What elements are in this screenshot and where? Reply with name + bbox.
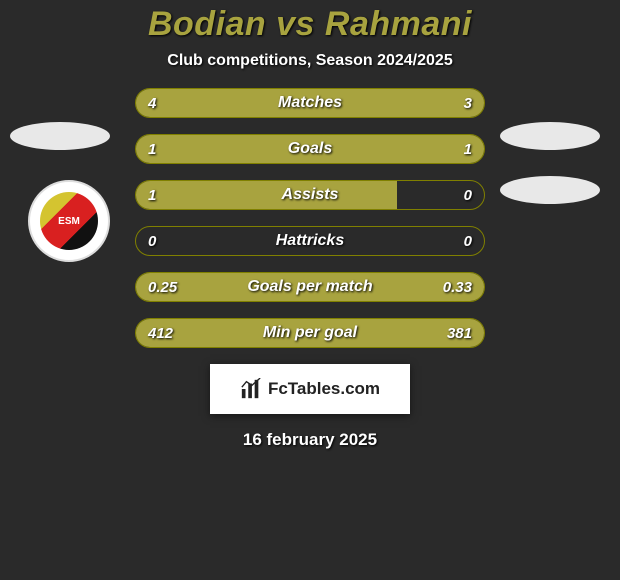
stat-bars-area: 43Matches 11Goals 10Assists 00Hattricks 0.25… [0, 88, 620, 348]
chart-icon [240, 378, 262, 400]
stat-label: Hattricks [136, 227, 484, 255]
stat-label: Goals [136, 135, 484, 163]
footer-brand-box[interactable]: FcTables.com [210, 364, 410, 414]
stat-bar: 00Hattricks [135, 226, 485, 256]
footer-brand-text: FcTables.com [268, 379, 380, 399]
stat-label: Goals per match [136, 273, 484, 301]
stat-label: Matches [136, 89, 484, 117]
stat-label: Min per goal [136, 319, 484, 347]
subtitle: Club competitions, Season 2024/2025 [0, 52, 620, 70]
stat-bar: 0.250.33Goals per match [135, 272, 485, 302]
stat-bar: 412381Min per goal [135, 318, 485, 348]
stat-bar: 43Matches [135, 88, 485, 118]
stat-bar: 10Assists [135, 180, 485, 210]
stat-label: Assists [136, 181, 484, 209]
date-label: 16 february 2025 [0, 430, 620, 450]
stat-bar: 11Goals [135, 134, 485, 164]
page-title: Bodian vs Rahmani [0, 5, 620, 44]
comparison-card: Bodian vs Rahmani Club competitions, Sea… [0, 0, 620, 580]
